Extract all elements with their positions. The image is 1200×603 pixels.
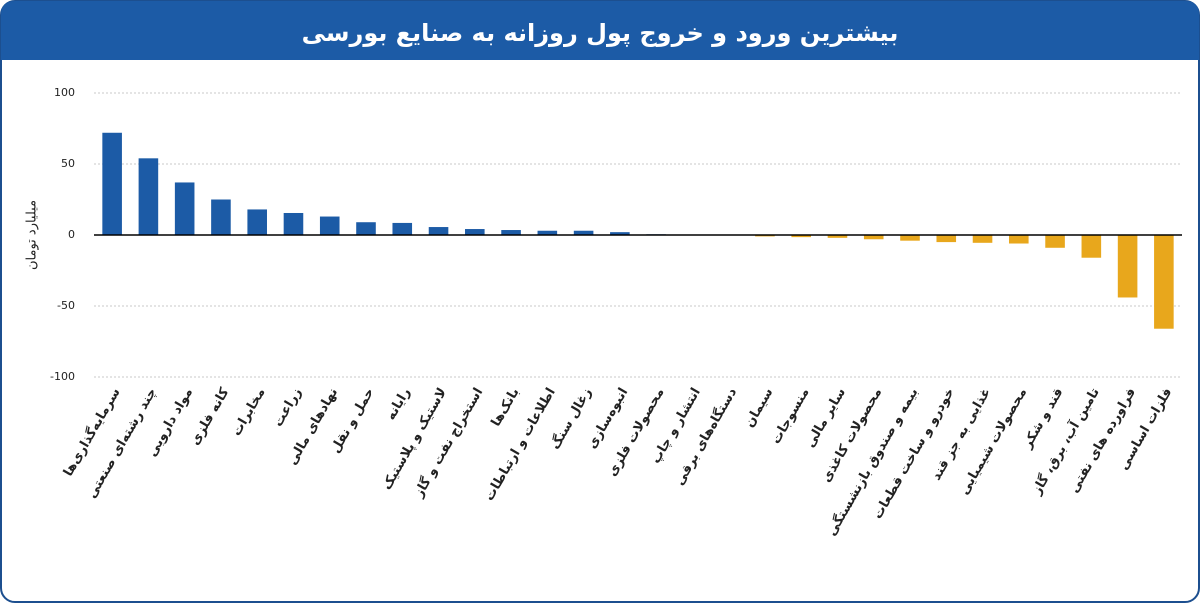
bar — [791, 235, 811, 238]
bar — [610, 232, 630, 235]
bar — [319, 216, 340, 235]
y-tick-label: -100 — [50, 370, 75, 383]
bar — [102, 132, 122, 235]
bar — [465, 229, 485, 235]
bar — [537, 230, 558, 235]
y-tick-label: 100 — [54, 86, 75, 99]
bar — [392, 222, 413, 235]
bar — [972, 235, 993, 243]
bar — [283, 212, 304, 235]
bar — [501, 230, 521, 235]
bar — [211, 199, 231, 235]
chart-title: بیشترین ورود و خروج پول روزانه به صنایع … — [302, 19, 899, 47]
bar — [174, 182, 195, 235]
bar — [900, 235, 920, 241]
bar — [428, 227, 449, 235]
bar — [1081, 235, 1102, 258]
bar — [356, 222, 376, 235]
bar — [1117, 235, 1138, 298]
bar — [936, 235, 957, 243]
y-tick-label: 0 — [68, 228, 75, 241]
bar — [1009, 235, 1029, 244]
y-axis-label: میلیارد تومان — [25, 200, 40, 270]
bar — [138, 158, 159, 235]
bar — [247, 209, 267, 235]
bar — [573, 230, 594, 235]
bar — [827, 235, 848, 238]
bar — [1154, 235, 1174, 329]
bar — [1045, 235, 1065, 248]
bar — [863, 235, 884, 240]
y-tick-label: -50 — [57, 299, 75, 312]
header — [1, 1, 1199, 60]
y-tick-label: 50 — [61, 157, 75, 170]
